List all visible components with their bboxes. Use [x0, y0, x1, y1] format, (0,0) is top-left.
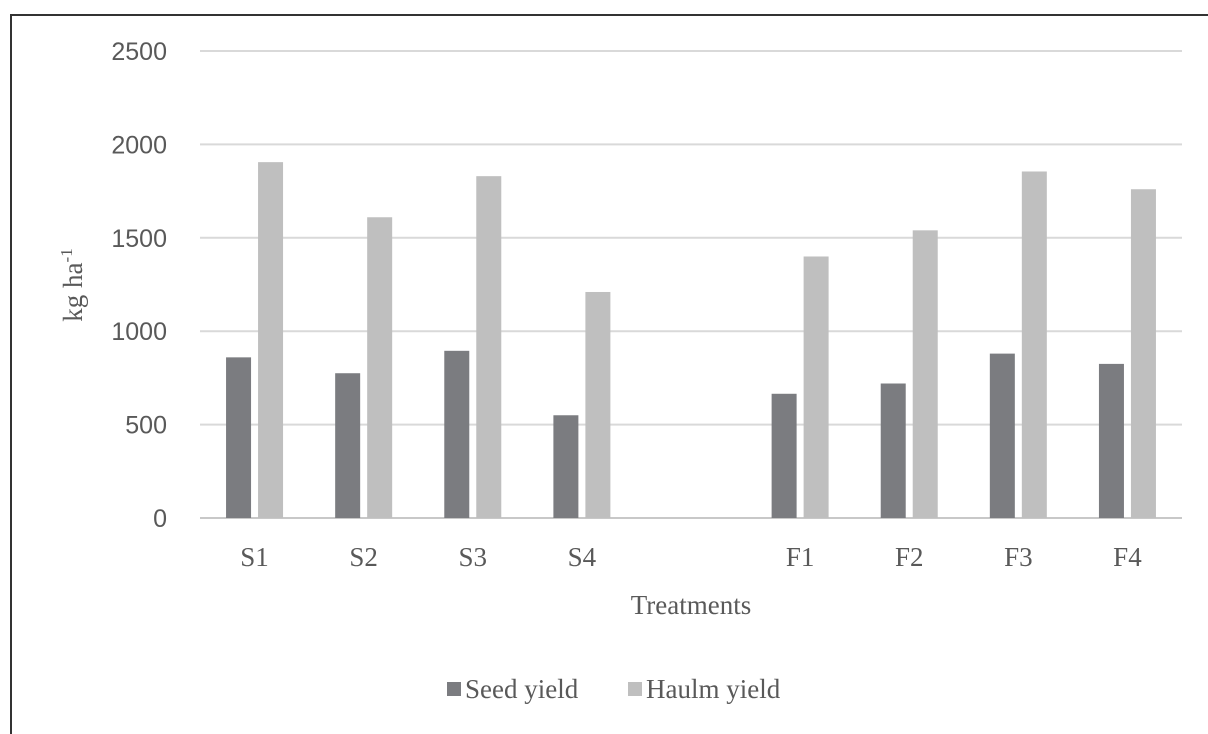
seed-yield-bar-f3 — [989, 353, 1015, 518]
y-tick-label: 500 — [125, 412, 167, 440]
seed-yield-bar-f1 — [771, 393, 797, 518]
y-tick-labels: 0 500 1000 1500 2000 2500 — [111, 38, 167, 533]
seed-yield-bar-s4 — [553, 415, 579, 518]
chart-frame — [10, 14, 1208, 734]
x-tick-label-s3: S3 — [459, 542, 488, 572]
x-tick-label-f2: F2 — [895, 542, 924, 572]
seed-yield-bar-s2 — [335, 373, 361, 518]
y-axis-title-main: kg ha — [58, 262, 88, 321]
x-tick-label-f4: F4 — [1113, 542, 1142, 572]
haulm-yield-bar-f1 — [803, 256, 829, 518]
y-tick-label: 1000 — [111, 318, 167, 346]
haulm-yield-bar-s1 — [258, 162, 284, 518]
bars — [226, 162, 1156, 518]
legend: Seed yield Haulm yield — [447, 674, 781, 704]
legend-label-seed-yield: Seed yield — [465, 674, 579, 704]
haulm-yield-bar-f3 — [1021, 171, 1047, 518]
y-tick-label: 0 — [153, 505, 167, 533]
y-axis-title-superscript: -1 — [57, 248, 76, 262]
y-tick-label: 1500 — [111, 225, 167, 253]
seed-yield-bar-f4 — [1098, 363, 1124, 518]
seed-yield-bar-s1 — [226, 357, 252, 518]
x-axis-title: Treatments — [631, 590, 752, 620]
haulm-yield-bar-s2 — [367, 217, 393, 518]
y-tick-label: 2000 — [111, 131, 167, 159]
legend-swatch-seed-yield — [447, 682, 461, 696]
y-axis-title: kg ha-1 — [57, 248, 88, 321]
x-tick-labels: S1 S2 S3 S4 F1 F2 F3 F4 — [240, 542, 1142, 572]
seed-yield-bar-f2 — [880, 383, 906, 518]
haulm-yield-bar-f2 — [912, 230, 938, 518]
haulm-yield-bar-s3 — [476, 176, 502, 518]
haulm-yield-bar-f4 — [1130, 189, 1156, 518]
seed-yield-bar-s3 — [444, 350, 470, 518]
x-tick-label-f3: F3 — [1004, 542, 1033, 572]
x-tick-label-s1: S1 — [240, 542, 269, 572]
svg-text:kg ha-1: kg ha-1 — [57, 248, 88, 321]
gridlines — [200, 50, 1182, 519]
x-tick-label-f1: F1 — [786, 542, 815, 572]
legend-swatch-haulm-yield — [628, 682, 642, 696]
y-tick-label: 2500 — [111, 38, 167, 66]
legend-label-haulm-yield: Haulm yield — [646, 674, 781, 704]
x-tick-label-s2: S2 — [349, 542, 378, 572]
x-tick-label-s4: S4 — [568, 542, 597, 572]
haulm-yield-bar-s4 — [585, 291, 611, 518]
